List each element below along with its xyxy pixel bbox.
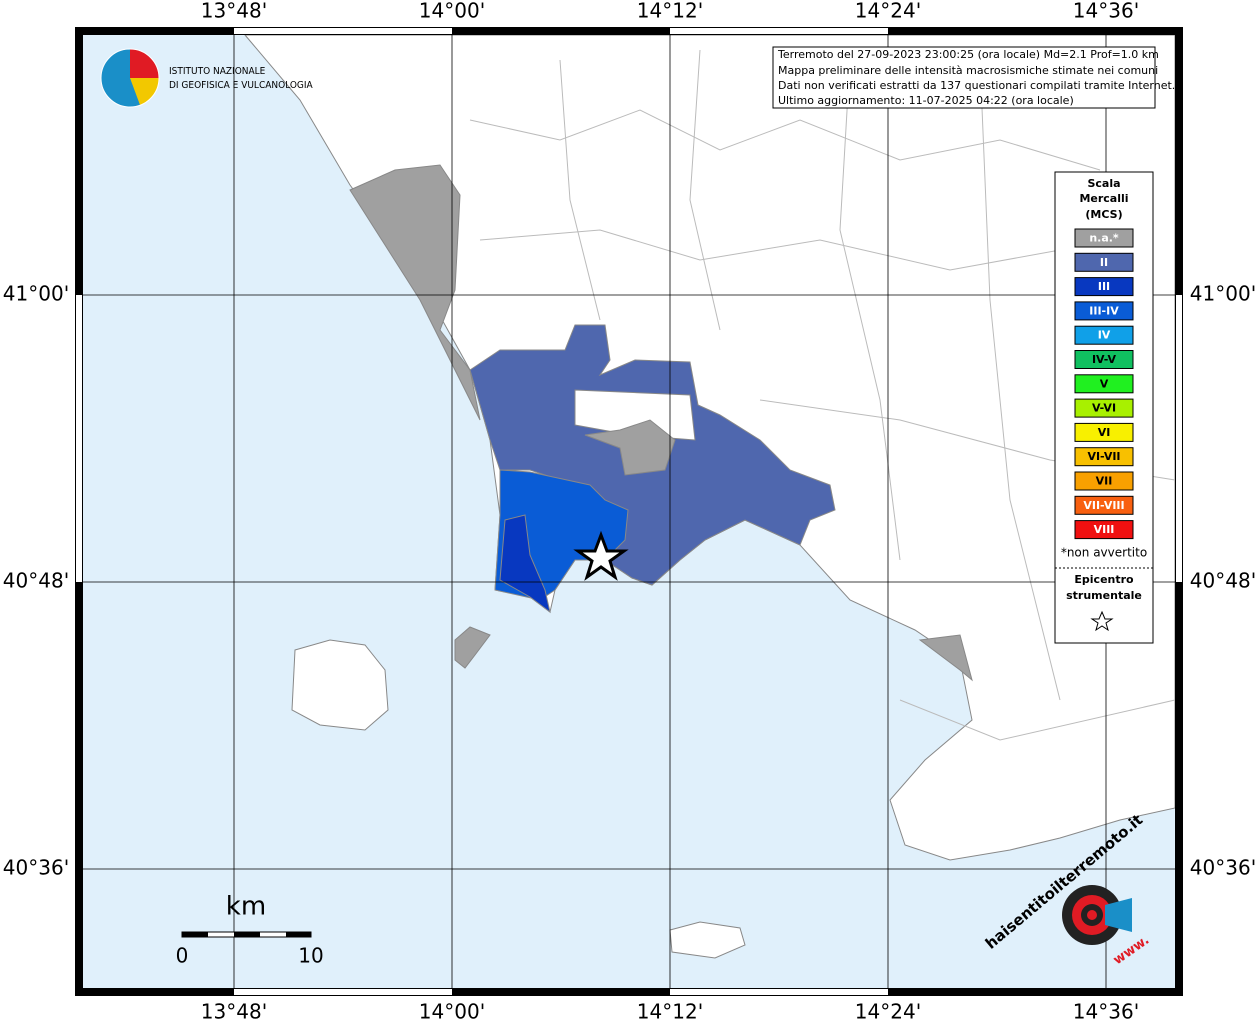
legend-swatch	[1074, 495, 1134, 515]
lon-label: 14°36'	[1073, 1000, 1139, 1024]
info-line: Dati non verificati estratti da 137 ques…	[778, 79, 1175, 92]
legend-label: V-VI	[1092, 402, 1116, 415]
legend-swatch	[1074, 301, 1134, 321]
legend-swatch	[1074, 228, 1134, 248]
legend-swatch	[1074, 277, 1134, 297]
scale-label: 10	[298, 944, 323, 968]
region-na	[918, 634, 973, 682]
lon-label: 14°00'	[419, 0, 485, 23]
legend-label: VI	[1098, 426, 1111, 439]
lat-label: 40°36'	[3, 856, 69, 880]
epicenter	[573, 530, 629, 581]
lon-label: 14°24'	[855, 0, 921, 23]
legend-label: IV-V	[1092, 353, 1117, 366]
island-procida	[454, 626, 491, 669]
region-iii	[499, 514, 551, 614]
legend-swatch	[1074, 350, 1134, 369]
legend-swatch	[1074, 471, 1134, 491]
scale-label: 0	[176, 944, 189, 968]
lat-label: 40°48'	[3, 569, 69, 593]
legend-label: II	[1100, 256, 1108, 269]
legend-label: VII-VIII	[1083, 499, 1124, 512]
legend-swatch	[1074, 520, 1134, 540]
info-box	[772, 46, 1156, 109]
frame-ticks	[76, 28, 1182, 995]
legend-title: Scala	[1087, 177, 1120, 190]
legend-title: (MCS)	[1085, 208, 1122, 221]
info-line: Ultimo aggiornamento: 11-07-2025 04:22 (…	[778, 94, 1074, 107]
legend-epi: Epicentro	[1074, 573, 1134, 586]
lon-label: 14°12'	[637, 0, 703, 23]
legend-title: Mercalli	[1079, 192, 1128, 205]
legend-label: III	[1098, 280, 1110, 293]
lon-label: 13°48'	[201, 1000, 267, 1024]
island-capri	[669, 921, 746, 959]
lon-label: 14°00'	[419, 1000, 485, 1024]
legend-swatch	[1074, 447, 1134, 467]
lat-label: 41°00'	[3, 282, 69, 306]
legend-label: VI-VII	[1087, 450, 1120, 463]
legend-note: *non avvertito	[1061, 546, 1147, 560]
info-line: Terremoto del 27-09-2023 23:00:25 (ora l…	[777, 48, 1159, 61]
legend-swatch	[1074, 374, 1134, 394]
legend-epi: strumentale	[1066, 589, 1142, 602]
legend-star	[1090, 610, 1114, 632]
ingv-logo: ISTITUTO NAZIONALE DI GEOFISICA E VULCAN…	[100, 48, 314, 108]
legend-swatch	[1074, 422, 1134, 442]
legend-label: V	[1100, 377, 1109, 390]
lat-label: 40°36'	[1190, 856, 1256, 880]
lon-label: 13°48'	[201, 0, 267, 23]
scale-bar: km 0 10	[176, 892, 324, 968]
legend-swatch	[1074, 398, 1134, 418]
region-na	[349, 164, 481, 421]
legend-label: III-IV	[1089, 304, 1119, 317]
lat-label: 40°48'	[1190, 569, 1256, 593]
legend-entries: n.a.*IIIIIIII-IVIVIV-VVV-VIVIVI-VIIVIIVI…	[1074, 228, 1134, 540]
logo-text: DI GEOFISICA E VULCANOLOGIA	[169, 80, 314, 91]
legend-swatch	[1074, 325, 1134, 345]
island-ischia	[291, 639, 389, 731]
grid	[83, 35, 1175, 988]
lon-label: 14°36'	[1073, 0, 1139, 23]
lat-label: 41°00'	[1190, 282, 1256, 306]
info-line: Mappa preliminare delle intensità macros…	[778, 64, 1158, 77]
legend-label: VIII	[1094, 523, 1115, 536]
legend-label: IV	[1098, 329, 1111, 342]
legend-label: n.a.*	[1089, 232, 1119, 245]
scale-unit: km	[226, 892, 266, 922]
logo-text: ISTITUTO NAZIONALE	[169, 66, 266, 77]
legend-label: VII	[1096, 475, 1113, 488]
legend-swatch	[1074, 252, 1134, 272]
lon-label: 14°24'	[855, 1000, 921, 1024]
borders	[469, 49, 1176, 741]
lon-label: 14°12'	[637, 1000, 703, 1024]
